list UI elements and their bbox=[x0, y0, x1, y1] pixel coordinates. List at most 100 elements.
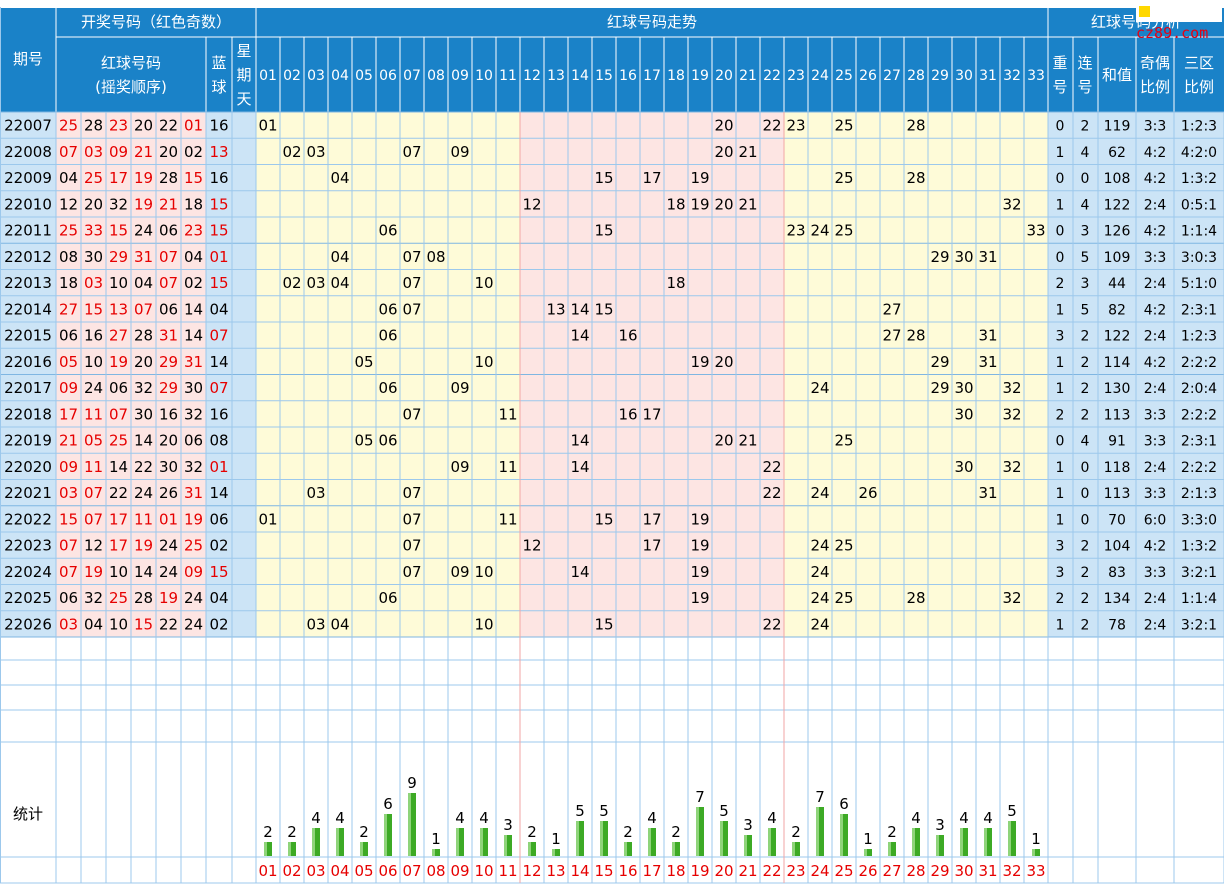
red-ball: 11 bbox=[84, 405, 103, 423]
table-row: 22024 07 19 10 14 24 09 15 07 19 10 14 24 09 3 2 83 3:3 3:… bbox=[4, 563, 1217, 581]
stat-bar-highlight-09 bbox=[456, 828, 459, 856]
red-ball: 25 bbox=[59, 117, 78, 135]
repeat-count: 1 bbox=[1056, 512, 1065, 528]
trend-mark-18: 18 bbox=[666, 274, 685, 292]
red-ball: 28 bbox=[134, 589, 153, 607]
stat-label-02: 02 bbox=[282, 862, 301, 880]
red-ball: 09 bbox=[59, 379, 78, 397]
trend-mark-07: 07 bbox=[402, 537, 421, 555]
red-ball: 12 bbox=[84, 537, 103, 555]
consecutive-count: 2 bbox=[1081, 565, 1090, 581]
red-ball: 29 bbox=[109, 248, 128, 266]
repeat-count: 0 bbox=[1056, 250, 1065, 266]
table-row: 22017 09 24 06 32 29 30 07 09 24 06 32 29 30 1 2 130 2:4 2… bbox=[4, 379, 1217, 397]
ball-header-27: 27 bbox=[883, 68, 901, 84]
red-ball: 21 bbox=[59, 432, 78, 450]
sum-value: 104 bbox=[1104, 539, 1131, 555]
trend-mark-15: 15 bbox=[594, 510, 613, 528]
header-odd-even-1: 奇偶 bbox=[1140, 54, 1170, 72]
issue-number: 22025 bbox=[4, 589, 52, 607]
red-ball: 33 bbox=[84, 222, 103, 240]
ball-header-08: 08 bbox=[427, 68, 445, 84]
stat-bar-32 bbox=[1008, 821, 1016, 856]
trend-mark-03: 03 bbox=[306, 274, 325, 292]
red-ball: 20 bbox=[134, 353, 153, 371]
stat-label-01: 01 bbox=[258, 862, 277, 880]
sum-value: 118 bbox=[1104, 460, 1131, 476]
repeat-count: 3 bbox=[1056, 539, 1065, 555]
trend-mark-11: 11 bbox=[498, 458, 517, 476]
stat-bar-27 bbox=[888, 842, 896, 856]
red-ball: 01 bbox=[184, 117, 203, 135]
red-ball: 25 bbox=[184, 537, 203, 555]
red-ball: 07 bbox=[134, 300, 153, 318]
trend-mark-28: 28 bbox=[906, 589, 925, 607]
red-ball: 14 bbox=[184, 300, 203, 318]
odd-even-ratio: 3:3 bbox=[1144, 119, 1167, 135]
table-row: 22016 05 10 19 20 29 31 14 05 10 19 20 29 31 1 2 114 4:2 2… bbox=[4, 353, 1217, 371]
red-ball: 07 bbox=[59, 143, 78, 161]
stat-bar-highlight-12 bbox=[528, 842, 531, 856]
trend-mark-21: 21 bbox=[738, 143, 757, 161]
trend-mark-31: 31 bbox=[978, 248, 997, 266]
sum-value: 122 bbox=[1104, 329, 1131, 345]
stat-bar-10 bbox=[480, 828, 488, 856]
repeat-count: 1 bbox=[1056, 381, 1065, 397]
red-ball: 17 bbox=[59, 405, 78, 423]
trend-mark-03: 03 bbox=[306, 484, 325, 502]
trend-mark-14: 14 bbox=[570, 327, 589, 345]
repeat-count: 1 bbox=[1056, 302, 1065, 318]
stat-label-30: 30 bbox=[954, 862, 973, 880]
zone-ratio: 2:2:2 bbox=[1181, 355, 1217, 371]
odd-even-ratio: 4:2 bbox=[1144, 224, 1167, 240]
stat-label-03: 03 bbox=[306, 862, 325, 880]
site-logo[interactable]: cz89.com bbox=[1136, 0, 1222, 42]
zone-ratio: 3:2:1 bbox=[1181, 617, 1217, 633]
ball-header-06: 06 bbox=[379, 68, 397, 84]
red-ball: 04 bbox=[84, 615, 103, 633]
trend-mark-18: 18 bbox=[666, 195, 685, 213]
stat-bar-18 bbox=[672, 842, 680, 856]
stat-bar-highlight-18 bbox=[672, 842, 675, 856]
red-ball: 13 bbox=[109, 300, 128, 318]
stat-bar-17 bbox=[648, 828, 656, 856]
table-row: 22014 27 15 13 07 06 14 04 27 15 13 07 06 14 1 5 82 4:2 2:… bbox=[4, 300, 1217, 318]
red-ball: 32 bbox=[184, 405, 203, 423]
stat-label-08: 08 bbox=[426, 862, 445, 880]
trend-mark-07: 07 bbox=[402, 405, 421, 423]
zone-ratio: 1:2:3 bbox=[1181, 329, 1217, 345]
consecutive-count: 0 bbox=[1081, 512, 1090, 528]
sum-value: 70 bbox=[1108, 512, 1126, 528]
issue-number: 22017 bbox=[4, 379, 52, 397]
sum-value: 126 bbox=[1104, 224, 1131, 240]
zone-ratio: 3:0:3 bbox=[1181, 250, 1217, 266]
header-red-numbers: 红球号码 bbox=[101, 54, 161, 72]
trend-mark-17: 17 bbox=[642, 169, 661, 187]
odd-even-ratio: 3:3 bbox=[1144, 407, 1167, 423]
stat-bar-highlight-06 bbox=[384, 814, 387, 856]
odd-even-ratio: 3:3 bbox=[1144, 250, 1167, 266]
stat-label-13: 13 bbox=[546, 862, 565, 880]
blue-ball: 16 bbox=[209, 405, 228, 423]
stat-value-05: 2 bbox=[359, 823, 369, 841]
consecutive-count: 2 bbox=[1081, 617, 1090, 633]
ball-header-05: 05 bbox=[355, 68, 373, 84]
logo-square-icon bbox=[1139, 6, 1150, 17]
stat-bar-11 bbox=[504, 835, 512, 856]
ball-header-28: 28 bbox=[907, 68, 925, 84]
header-blue-2: 球 bbox=[211, 78, 226, 96]
stat-bar-highlight-02 bbox=[288, 842, 291, 856]
trend-mark-19: 19 bbox=[690, 510, 709, 528]
odd-even-ratio: 4:2 bbox=[1144, 539, 1167, 555]
red-ball: 20 bbox=[159, 143, 178, 161]
red-ball: 21 bbox=[159, 195, 178, 213]
stat-bar-09 bbox=[456, 828, 464, 856]
ball-header-09: 09 bbox=[451, 68, 469, 84]
ball-header-15: 15 bbox=[595, 68, 613, 84]
trend-mark-22: 22 bbox=[762, 615, 781, 633]
red-ball: 19 bbox=[159, 589, 178, 607]
sum-value: 62 bbox=[1108, 145, 1126, 161]
stat-label-12: 12 bbox=[522, 862, 541, 880]
stat-label-29: 29 bbox=[930, 862, 949, 880]
consecutive-count: 2 bbox=[1081, 407, 1090, 423]
